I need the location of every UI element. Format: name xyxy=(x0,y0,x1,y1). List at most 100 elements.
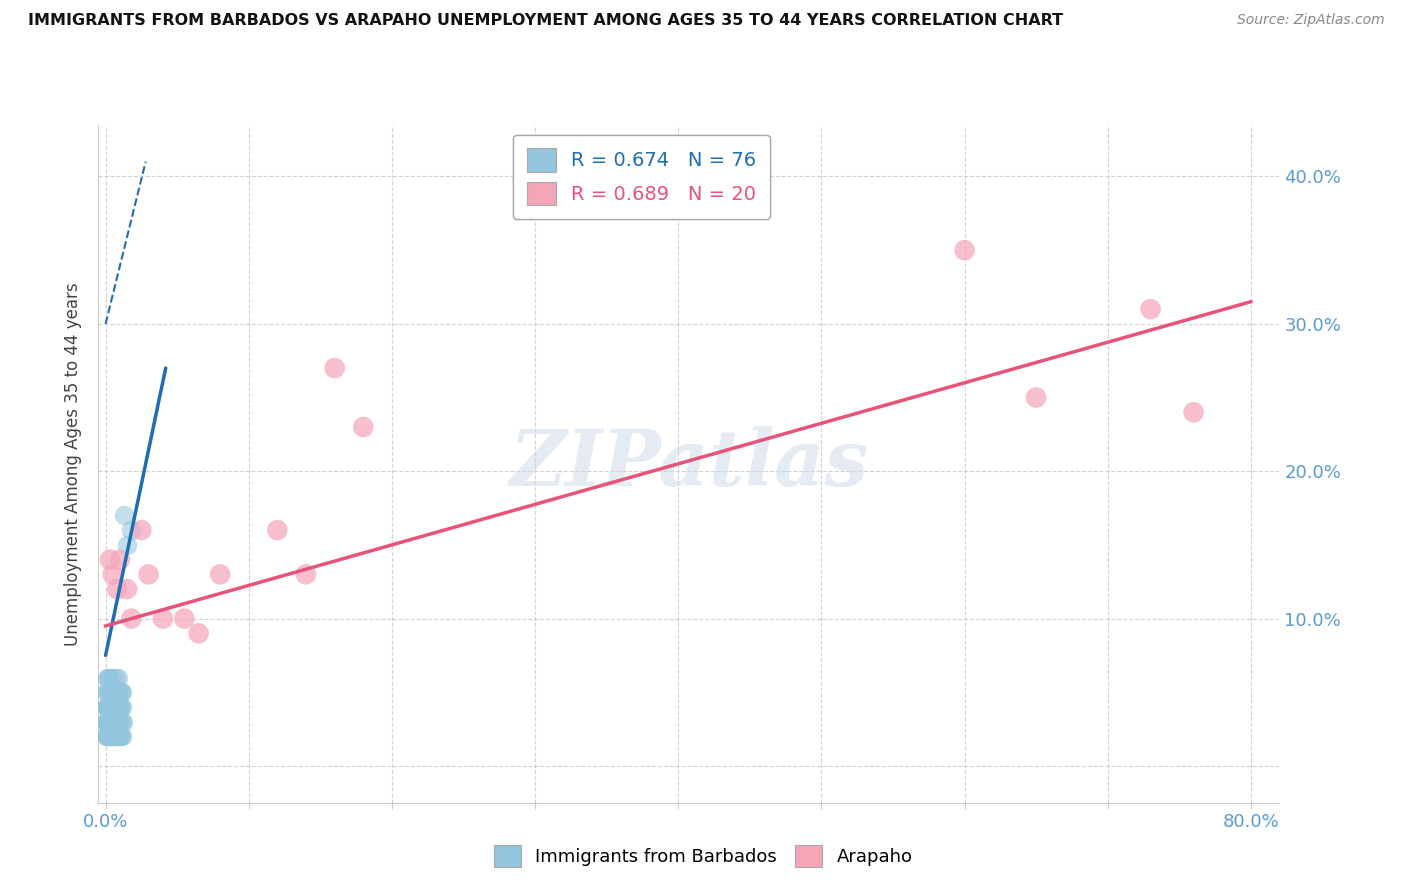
Point xyxy=(96,714,118,729)
Point xyxy=(96,700,118,714)
Point xyxy=(100,700,122,714)
Point xyxy=(101,730,124,744)
Point xyxy=(108,700,131,714)
Point xyxy=(97,700,120,714)
Point xyxy=(97,730,120,744)
Point xyxy=(1025,391,1047,405)
Point xyxy=(97,730,120,744)
Point xyxy=(101,714,124,729)
Point xyxy=(94,700,117,714)
Point xyxy=(96,730,118,744)
Point xyxy=(266,523,288,537)
Point xyxy=(97,714,120,729)
Point xyxy=(98,714,121,729)
Point xyxy=(96,685,118,699)
Point xyxy=(100,714,122,729)
Point xyxy=(107,685,129,699)
Point xyxy=(105,685,128,699)
Point xyxy=(103,714,125,729)
Point xyxy=(103,685,125,699)
Point xyxy=(953,243,976,257)
Legend: R = 0.674   N = 76, R = 0.689   N = 20: R = 0.674 N = 76, R = 0.689 N = 20 xyxy=(513,135,770,219)
Point xyxy=(98,730,121,744)
Point xyxy=(138,567,160,582)
Point xyxy=(1182,405,1205,419)
Point xyxy=(107,730,129,744)
Point xyxy=(101,567,124,582)
Point xyxy=(104,700,127,714)
Point xyxy=(98,685,121,699)
Point xyxy=(108,730,131,744)
Point xyxy=(115,538,138,552)
Point xyxy=(108,714,131,729)
Point xyxy=(96,685,118,699)
Text: IMMIGRANTS FROM BARBADOS VS ARAPAHO UNEMPLOYMENT AMONG AGES 35 TO 44 YEARS CORRE: IMMIGRANTS FROM BARBADOS VS ARAPAHO UNEM… xyxy=(28,13,1063,29)
Point xyxy=(107,730,129,744)
Point xyxy=(104,714,127,729)
Point xyxy=(96,700,118,714)
Legend: Immigrants from Barbados, Arapaho: Immigrants from Barbados, Arapaho xyxy=(486,838,920,874)
Point xyxy=(100,730,122,744)
Point xyxy=(97,714,120,729)
Point xyxy=(96,730,118,744)
Point xyxy=(97,700,120,714)
Point xyxy=(101,730,124,744)
Point xyxy=(101,671,124,685)
Point xyxy=(108,552,131,566)
Point xyxy=(98,671,121,685)
Point xyxy=(98,685,121,699)
Text: ZIPatlas: ZIPatlas xyxy=(509,425,869,502)
Point xyxy=(105,714,128,729)
Point xyxy=(110,700,132,714)
Point xyxy=(173,611,195,625)
Point xyxy=(107,671,129,685)
Text: Source: ZipAtlas.com: Source: ZipAtlas.com xyxy=(1237,13,1385,28)
Point xyxy=(323,361,346,376)
Point xyxy=(111,730,134,744)
Point xyxy=(94,714,117,729)
Point xyxy=(187,626,209,640)
Point xyxy=(108,700,131,714)
Point xyxy=(352,420,374,434)
Point xyxy=(103,685,125,699)
Point xyxy=(97,700,120,714)
Point xyxy=(107,714,129,729)
Point xyxy=(104,730,127,744)
Point xyxy=(110,714,132,729)
Point xyxy=(97,685,120,699)
Point xyxy=(110,685,132,699)
Point xyxy=(120,611,142,625)
Point xyxy=(110,714,132,729)
Point xyxy=(105,700,128,714)
Point xyxy=(108,685,131,699)
Point xyxy=(96,671,118,685)
Point xyxy=(98,714,121,729)
Point xyxy=(152,611,174,625)
Point xyxy=(111,714,134,729)
Point xyxy=(100,700,122,714)
Point xyxy=(103,700,125,714)
Point xyxy=(98,552,121,566)
Point xyxy=(111,685,134,699)
Point xyxy=(97,671,120,685)
Point xyxy=(115,582,138,596)
Point xyxy=(103,730,125,744)
Point xyxy=(94,730,117,744)
Point xyxy=(96,714,118,729)
Point xyxy=(110,730,132,744)
Point xyxy=(112,508,135,523)
Point xyxy=(97,714,120,729)
Point xyxy=(98,730,121,744)
Point xyxy=(111,700,134,714)
Point xyxy=(1139,302,1161,317)
Point xyxy=(295,567,318,582)
Point xyxy=(105,582,128,596)
Point xyxy=(104,714,127,729)
Point xyxy=(209,567,232,582)
Y-axis label: Unemployment Among Ages 35 to 44 years: Unemployment Among Ages 35 to 44 years xyxy=(65,282,83,646)
Point xyxy=(131,523,153,537)
Point xyxy=(120,523,142,537)
Point xyxy=(105,730,128,744)
Point xyxy=(101,700,124,714)
Point xyxy=(104,671,127,685)
